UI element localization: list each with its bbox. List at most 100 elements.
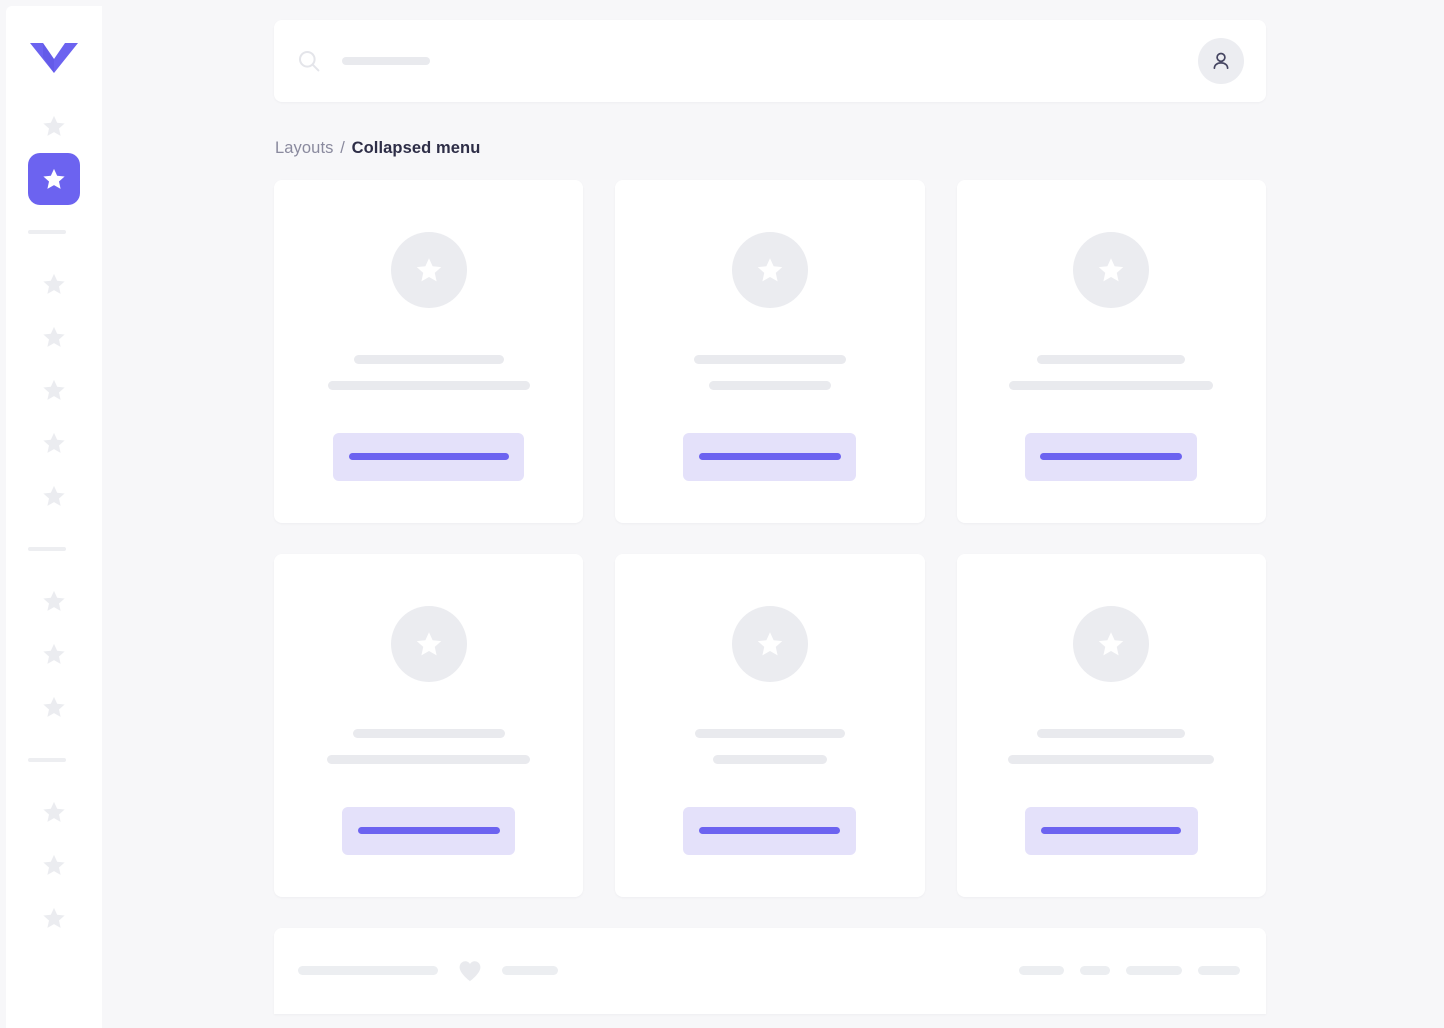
star-icon bbox=[43, 273, 65, 294]
footer-skeleton-bar[interactable] bbox=[298, 966, 438, 975]
footer-bar bbox=[274, 927, 1266, 1014]
star-icon bbox=[43, 643, 65, 664]
sidebar-item-nav-3[interactable] bbox=[28, 258, 80, 310]
sidebar-divider bbox=[28, 758, 66, 762]
card-avatar bbox=[390, 605, 467, 682]
sidebar-item-nav-4[interactable] bbox=[28, 311, 80, 363]
sidebar-group-group-primary bbox=[28, 100, 80, 206]
star-icon bbox=[43, 907, 65, 928]
card-text-skeleton bbox=[957, 354, 1266, 390]
button-label-skeleton bbox=[1040, 453, 1183, 460]
sidebar-group-group-third bbox=[28, 575, 80, 734]
star-icon bbox=[43, 168, 65, 189]
card-text-skeleton bbox=[274, 728, 583, 764]
footer-left-group bbox=[298, 960, 558, 982]
skeleton-line bbox=[1008, 754, 1215, 764]
user-icon bbox=[1213, 52, 1229, 70]
breadcrumb-parent[interactable]: Layouts bbox=[275, 139, 334, 157]
card-avatar bbox=[1073, 605, 1150, 682]
card-avatar bbox=[731, 231, 808, 308]
card-action-button[interactable] bbox=[683, 806, 857, 855]
star-icon bbox=[43, 432, 65, 453]
star-icon bbox=[43, 801, 65, 822]
sidebar-item-nav-6[interactable] bbox=[28, 417, 80, 469]
footer-skeleton-bar[interactable] bbox=[1198, 966, 1240, 975]
card-text-skeleton bbox=[615, 728, 924, 764]
star-icon bbox=[757, 631, 783, 655]
star-icon bbox=[757, 257, 783, 281]
sidebar-divider bbox=[28, 547, 66, 551]
app-logo[interactable] bbox=[28, 32, 80, 84]
card-action-button[interactable] bbox=[1025, 432, 1198, 481]
content-card[interactable] bbox=[956, 179, 1266, 523]
footer-right-group bbox=[1019, 966, 1240, 975]
skeleton-line bbox=[327, 380, 530, 390]
main-content: Layouts / Collapsed menu bbox=[102, 6, 1438, 1028]
card-avatar bbox=[390, 231, 467, 308]
card-avatar bbox=[1073, 231, 1150, 308]
content-card[interactable] bbox=[615, 553, 925, 897]
button-label-skeleton bbox=[698, 453, 841, 460]
content-card[interactable] bbox=[274, 553, 584, 897]
card-action-button[interactable] bbox=[1024, 806, 1198, 855]
button-label-skeleton bbox=[1041, 827, 1182, 834]
button-label-skeleton bbox=[348, 453, 509, 460]
star-icon bbox=[416, 631, 441, 655]
skeleton-line bbox=[708, 380, 831, 390]
sidebar-nav bbox=[28, 100, 80, 945]
sidebar-item-nav-10[interactable] bbox=[28, 681, 80, 733]
skeleton-line bbox=[1037, 728, 1186, 738]
sidebar-item-nav-13[interactable] bbox=[28, 892, 80, 944]
skeleton-line bbox=[353, 354, 504, 364]
footer-skeleton-bar[interactable] bbox=[502, 966, 558, 975]
sidebar-item-nav-1[interactable] bbox=[28, 100, 80, 152]
star-icon bbox=[1099, 631, 1124, 655]
topbar bbox=[274, 20, 1266, 102]
skeleton-line bbox=[352, 728, 505, 738]
content-card[interactable] bbox=[956, 553, 1266, 897]
sidebar-group-group-second bbox=[28, 258, 80, 523]
footer-skeleton-bar[interactable] bbox=[1080, 966, 1110, 975]
card-text-skeleton bbox=[274, 354, 583, 390]
sidebar-item-nav-11[interactable] bbox=[28, 786, 80, 838]
footer-skeleton-bar[interactable] bbox=[1019, 966, 1064, 975]
skeleton-line bbox=[327, 754, 531, 764]
search-input[interactable] bbox=[342, 57, 430, 65]
search-icon bbox=[299, 51, 320, 72]
star-icon bbox=[43, 115, 65, 136]
star-icon bbox=[43, 326, 65, 347]
star-icon bbox=[43, 590, 65, 611]
sidebar-item-nav-5[interactable] bbox=[28, 364, 80, 416]
star-icon bbox=[43, 696, 65, 717]
card-text-skeleton bbox=[615, 354, 924, 390]
sidebar-item-nav-2[interactable] bbox=[28, 153, 80, 205]
card-grid bbox=[274, 179, 1266, 897]
skeleton-line bbox=[712, 754, 827, 764]
breadcrumb-separator: / bbox=[340, 139, 345, 157]
card-action-button[interactable] bbox=[333, 432, 525, 481]
sidebar-item-nav-7[interactable] bbox=[28, 470, 80, 522]
star-icon bbox=[1099, 257, 1124, 281]
search-bar[interactable] bbox=[298, 50, 1198, 72]
card-action-button[interactable] bbox=[342, 806, 516, 855]
star-icon bbox=[43, 485, 65, 506]
card-action-button[interactable] bbox=[683, 432, 857, 481]
sidebar-item-nav-8[interactable] bbox=[28, 575, 80, 627]
sidebar-item-nav-12[interactable] bbox=[28, 839, 80, 891]
account-avatar-button[interactable] bbox=[1198, 38, 1244, 84]
skeleton-line bbox=[694, 728, 845, 738]
star-icon bbox=[416, 257, 441, 281]
chevron-down-logo-icon bbox=[30, 43, 78, 73]
content-card[interactable] bbox=[274, 179, 584, 523]
content-card[interactable] bbox=[615, 179, 925, 523]
sidebar-group-group-fourth bbox=[28, 786, 80, 945]
button-label-skeleton bbox=[357, 827, 500, 834]
star-icon bbox=[43, 379, 65, 400]
heart-icon bbox=[459, 960, 481, 981]
sidebar bbox=[6, 6, 102, 1028]
breadcrumb-current: Collapsed menu bbox=[351, 139, 481, 157]
footer-skeleton-bar[interactable] bbox=[1126, 966, 1182, 975]
sidebar-item-nav-9[interactable] bbox=[28, 628, 80, 680]
star-icon bbox=[43, 854, 65, 875]
